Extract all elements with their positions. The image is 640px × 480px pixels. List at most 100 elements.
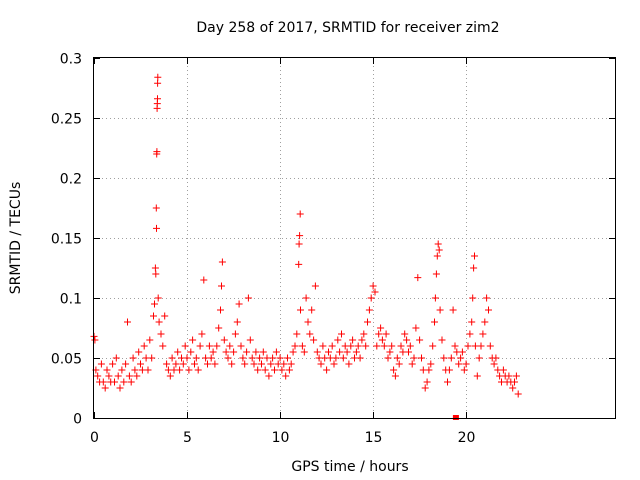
data-point bbox=[343, 348, 351, 356]
data-point bbox=[293, 330, 301, 338]
x-tick-label: 15 bbox=[365, 430, 383, 446]
data-point bbox=[152, 270, 160, 278]
data-point bbox=[490, 360, 498, 368]
data-point bbox=[207, 354, 215, 362]
data-point bbox=[118, 366, 126, 374]
data-point bbox=[403, 336, 411, 344]
data-point bbox=[354, 342, 362, 350]
data-point bbox=[339, 354, 347, 362]
data-point bbox=[440, 354, 448, 362]
data-point bbox=[509, 384, 517, 392]
data-point bbox=[395, 360, 403, 368]
y-tick-label: 0.1 bbox=[60, 292, 82, 308]
data-point bbox=[211, 360, 219, 368]
data-point bbox=[244, 294, 252, 302]
data-point bbox=[280, 360, 288, 368]
data-point bbox=[410, 354, 418, 362]
data-point bbox=[505, 372, 513, 380]
data-point bbox=[109, 360, 117, 368]
data-point bbox=[458, 348, 466, 356]
data-point bbox=[241, 360, 249, 368]
data-point bbox=[224, 354, 232, 362]
data-point bbox=[243, 348, 251, 356]
data-point bbox=[144, 366, 152, 374]
data-point bbox=[213, 342, 221, 350]
x-tick-label: 5 bbox=[183, 430, 192, 446]
y-tick-label: 0.2 bbox=[60, 172, 82, 188]
data-point bbox=[209, 348, 217, 356]
data-point bbox=[364, 318, 371, 326]
data-point bbox=[192, 354, 200, 362]
data-point bbox=[97, 360, 105, 368]
data-point bbox=[390, 366, 398, 374]
data-point bbox=[455, 360, 463, 368]
data-point bbox=[261, 366, 269, 374]
data-point bbox=[462, 360, 470, 368]
data-point bbox=[432, 270, 440, 278]
data-point bbox=[168, 354, 176, 362]
x-tick-label: 10 bbox=[272, 430, 290, 446]
y-tick-label: 0.3 bbox=[60, 52, 82, 68]
data-point bbox=[151, 264, 159, 272]
data-points bbox=[90, 73, 522, 420]
data-point bbox=[103, 366, 111, 374]
data-point bbox=[179, 360, 187, 368]
data-point bbox=[358, 336, 366, 344]
data-point bbox=[133, 372, 141, 380]
data-point bbox=[246, 336, 254, 344]
data-point bbox=[338, 330, 345, 338]
data-point bbox=[289, 348, 297, 356]
data-point bbox=[254, 366, 262, 374]
data-point bbox=[291, 342, 299, 350]
data-point bbox=[447, 354, 455, 362]
data-point bbox=[220, 336, 228, 344]
data-point bbox=[155, 318, 163, 326]
data-point bbox=[485, 306, 492, 314]
data-point bbox=[486, 342, 494, 350]
y-axis-label: SRMTID / TECUs bbox=[8, 182, 24, 295]
data-point bbox=[438, 336, 446, 344]
data-point bbox=[512, 372, 520, 380]
data-point bbox=[200, 276, 208, 284]
data-point bbox=[150, 312, 157, 320]
data-point bbox=[112, 354, 120, 362]
data-point bbox=[259, 348, 267, 356]
data-point bbox=[386, 348, 394, 356]
data-point bbox=[483, 294, 491, 302]
data-point bbox=[231, 330, 239, 338]
data-point bbox=[205, 342, 213, 350]
data-point bbox=[125, 372, 133, 380]
data-point bbox=[226, 342, 234, 350]
plot-frame bbox=[93, 57, 616, 419]
data-point bbox=[185, 366, 193, 374]
data-point bbox=[477, 342, 485, 350]
data-point bbox=[457, 354, 465, 362]
data-point bbox=[124, 318, 131, 326]
data-point bbox=[105, 372, 113, 380]
data-point bbox=[433, 252, 441, 260]
grid-lines bbox=[94, 58, 615, 418]
data-point bbox=[122, 360, 130, 368]
data-point bbox=[235, 300, 243, 308]
data-point bbox=[94, 372, 102, 380]
x-tick-label: 20 bbox=[458, 430, 476, 446]
data-point bbox=[423, 378, 431, 386]
data-point bbox=[204, 360, 211, 368]
data-point bbox=[154, 294, 162, 302]
data-point bbox=[425, 366, 433, 374]
data-point bbox=[187, 348, 195, 356]
data-point bbox=[431, 318, 438, 326]
data-point bbox=[310, 336, 318, 344]
data-point bbox=[470, 264, 478, 272]
data-point bbox=[414, 274, 422, 282]
data-point bbox=[380, 342, 388, 350]
y-tick-label: 0.05 bbox=[51, 352, 82, 368]
data-point bbox=[435, 246, 443, 254]
data-point bbox=[163, 360, 171, 368]
data-point bbox=[157, 330, 165, 338]
data-point bbox=[347, 342, 355, 350]
data-point bbox=[174, 348, 182, 356]
data-point bbox=[285, 366, 293, 374]
data-point bbox=[405, 348, 412, 356]
data-point bbox=[471, 252, 478, 260]
